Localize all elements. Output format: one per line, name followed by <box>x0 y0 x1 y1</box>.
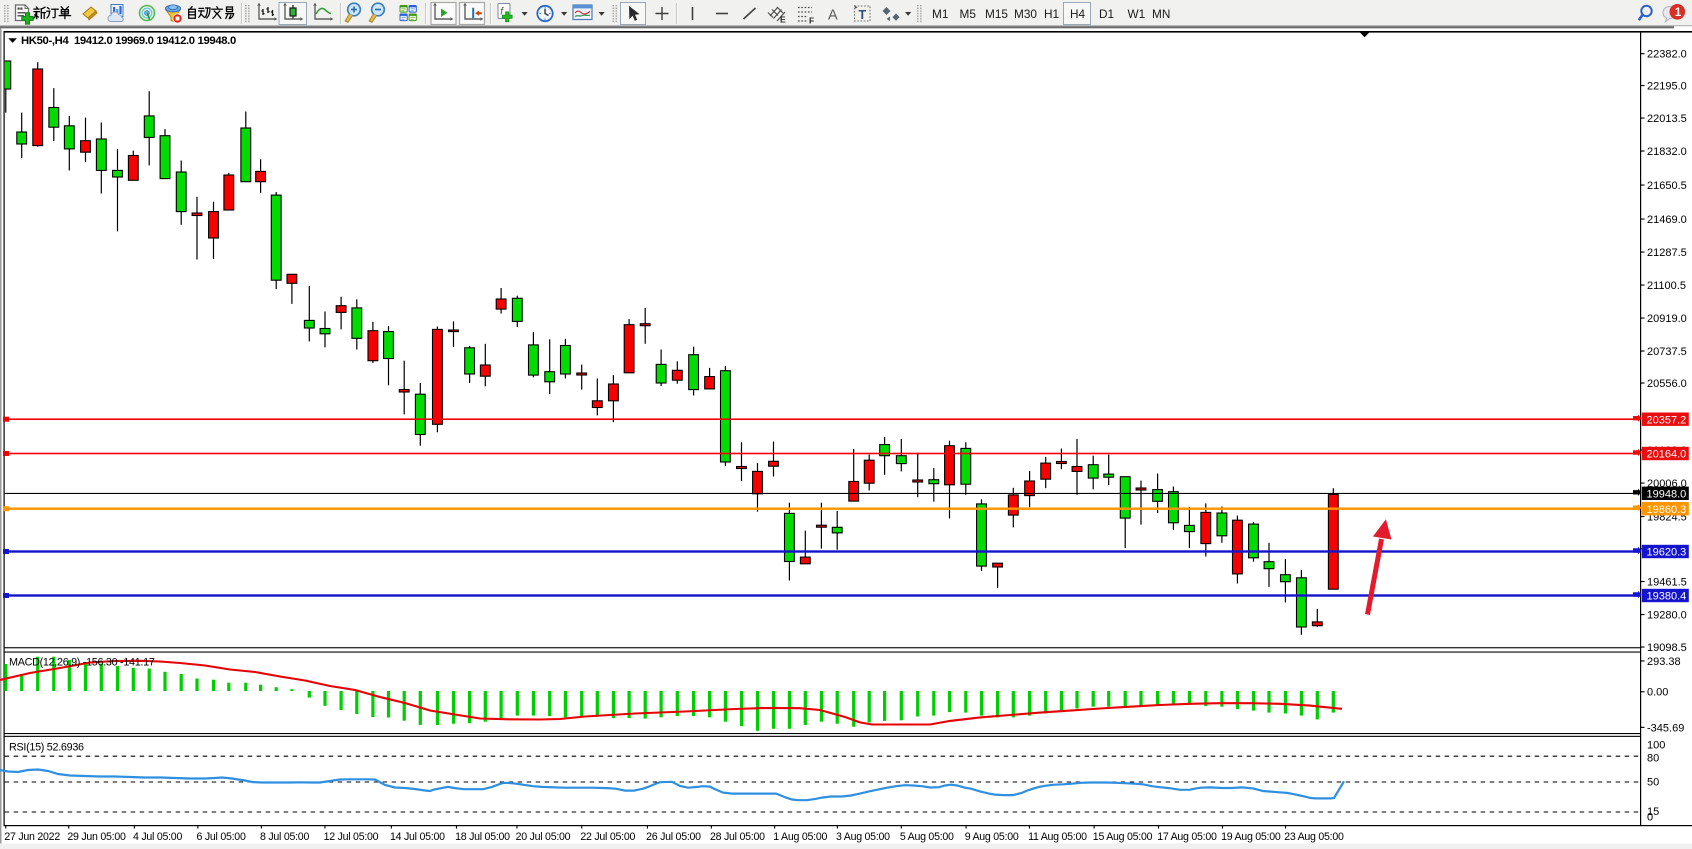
svg-text:0: 0 <box>1647 812 1653 824</box>
svg-text:MN: MN <box>1152 7 1170 21</box>
svg-text:12 Jul 05:00: 12 Jul 05:00 <box>324 831 379 843</box>
svg-text:6 Jul 05:00: 6 Jul 05:00 <box>197 831 246 843</box>
svg-text:22013.5: 22013.5 <box>1647 113 1687 125</box>
svg-text:3 Aug 05:00: 3 Aug 05:00 <box>836 831 890 843</box>
svg-text:100: 100 <box>1647 740 1665 752</box>
svg-text:23 Aug 05:00: 23 Aug 05:00 <box>1284 831 1344 843</box>
svg-text:20357.2: 20357.2 <box>1647 414 1687 426</box>
svg-text:15 Aug 05:00: 15 Aug 05:00 <box>1093 831 1153 843</box>
svg-text:5 Aug 05:00: 5 Aug 05:00 <box>900 831 954 843</box>
svg-text:21832.0: 21832.0 <box>1647 146 1687 158</box>
svg-text:19 Aug 05:00: 19 Aug 05:00 <box>1221 831 1281 843</box>
svg-text:MACD(12,26,9) -156.30 -141.17: MACD(12,26,9) -156.30 -141.17 <box>9 656 155 668</box>
svg-text:19098.5: 19098.5 <box>1647 642 1687 654</box>
svg-text:1 Aug 05:00: 1 Aug 05:00 <box>773 831 827 843</box>
svg-text:19860.3: 19860.3 <box>1647 504 1687 516</box>
svg-text:1: 1 <box>1675 7 1682 19</box>
svg-text:20919.0: 20919.0 <box>1647 313 1687 325</box>
svg-text:21469.0: 21469.0 <box>1647 214 1687 226</box>
svg-text:H4: H4 <box>1070 7 1086 21</box>
svg-text:20 Jul 05:00: 20 Jul 05:00 <box>516 831 571 843</box>
svg-text:0.00: 0.00 <box>1647 687 1668 699</box>
svg-text:F: F <box>809 16 814 26</box>
svg-text:29 Jun 05:00: 29 Jun 05:00 <box>67 831 126 843</box>
svg-text:4 Jul 05:00: 4 Jul 05:00 <box>133 831 182 843</box>
svg-text:20164.0: 20164.0 <box>1647 449 1687 461</box>
svg-text:D1: D1 <box>1099 7 1114 21</box>
svg-text:HK50-,H4 19412.0 19969.0 1941: HK50-,H4 19412.0 19969.0 19412.0 19948.0 <box>21 35 236 47</box>
svg-text:26 Jul 05:00: 26 Jul 05:00 <box>646 831 701 843</box>
svg-text:19461.5: 19461.5 <box>1647 577 1687 589</box>
svg-text:18 Jul 05:00: 18 Jul 05:00 <box>455 831 510 843</box>
svg-text:80: 80 <box>1647 753 1659 765</box>
svg-text:RSI(15) 52.6936: RSI(15) 52.6936 <box>9 742 84 754</box>
svg-text:22 Jul 05:00: 22 Jul 05:00 <box>580 831 635 843</box>
svg-text:19620.3: 19620.3 <box>1647 547 1687 559</box>
svg-text:19380.4: 19380.4 <box>1647 591 1687 603</box>
svg-text:9 Aug 05:00: 9 Aug 05:00 <box>965 831 1019 843</box>
svg-text:19948.0: 19948.0 <box>1647 489 1687 501</box>
svg-text:21650.5: 21650.5 <box>1647 180 1687 192</box>
svg-text:H1: H1 <box>1044 7 1059 21</box>
svg-text:A: A <box>828 8 838 24</box>
svg-text:21287.5: 21287.5 <box>1647 247 1687 259</box>
svg-text:E: E <box>780 15 786 25</box>
svg-text:27 Jun 2022: 27 Jun 2022 <box>4 831 60 843</box>
svg-text:19280.0: 19280.0 <box>1647 610 1687 622</box>
svg-text:22382.0: 22382.0 <box>1647 49 1687 61</box>
svg-text:11 Aug 05:00: 11 Aug 05:00 <box>1028 831 1087 843</box>
svg-text:W1: W1 <box>1128 7 1146 21</box>
svg-text:T: T <box>859 8 867 22</box>
svg-text:8 Jul 05:00: 8 Jul 05:00 <box>260 831 309 843</box>
svg-text:20556.0: 20556.0 <box>1647 378 1687 390</box>
svg-text:-345.69: -345.69 <box>1647 722 1684 734</box>
svg-text:22195.0: 22195.0 <box>1647 81 1687 93</box>
svg-text:M1: M1 <box>932 7 948 21</box>
svg-text:M30: M30 <box>1014 7 1037 21</box>
svg-text:M15: M15 <box>985 7 1008 21</box>
svg-text:14 Jul 05:00: 14 Jul 05:00 <box>390 831 445 843</box>
svg-text:15: 15 <box>1647 806 1659 818</box>
svg-text:50: 50 <box>1647 776 1659 788</box>
svg-text:21100.5: 21100.5 <box>1647 280 1686 292</box>
svg-text:f: f <box>500 7 504 18</box>
svg-text:M5: M5 <box>960 7 977 21</box>
svg-text:293.38: 293.38 <box>1647 656 1681 668</box>
svg-text:20737.5: 20737.5 <box>1647 346 1687 358</box>
svg-text:17 Aug 05:00: 17 Aug 05:00 <box>1157 831 1217 843</box>
svg-text:28 Jul 05:00: 28 Jul 05:00 <box>710 831 765 843</box>
